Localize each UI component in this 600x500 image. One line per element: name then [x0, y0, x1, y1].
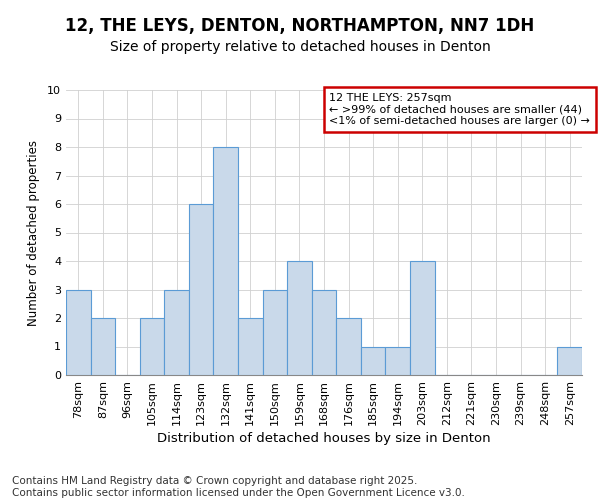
Text: 12 THE LEYS: 257sqm
← >99% of detached houses are smaller (44)
<1% of semi-detac: 12 THE LEYS: 257sqm ← >99% of detached h…	[329, 93, 590, 126]
Bar	[410, 261, 434, 375]
Text: Contains HM Land Registry data © Crown copyright and database right 2025.
Contai: Contains HM Land Registry data © Crown c…	[12, 476, 465, 498]
Text: 12, THE LEYS, DENTON, NORTHAMPTON, NN7 1DH: 12, THE LEYS, DENTON, NORTHAMPTON, NN7 1…	[65, 18, 535, 36]
Bar	[263, 290, 287, 375]
Bar	[336, 318, 361, 375]
Bar	[287, 261, 312, 375]
Bar	[385, 346, 410, 375]
Text: Size of property relative to detached houses in Denton: Size of property relative to detached ho…	[110, 40, 490, 54]
Bar	[238, 318, 263, 375]
Bar	[164, 290, 189, 375]
Bar	[557, 346, 582, 375]
Bar	[361, 346, 385, 375]
Bar	[312, 290, 336, 375]
Bar	[91, 318, 115, 375]
Bar	[66, 290, 91, 375]
Y-axis label: Number of detached properties: Number of detached properties	[27, 140, 40, 326]
Bar	[214, 147, 238, 375]
Bar	[189, 204, 214, 375]
Bar	[140, 318, 164, 375]
X-axis label: Distribution of detached houses by size in Denton: Distribution of detached houses by size …	[157, 432, 491, 445]
